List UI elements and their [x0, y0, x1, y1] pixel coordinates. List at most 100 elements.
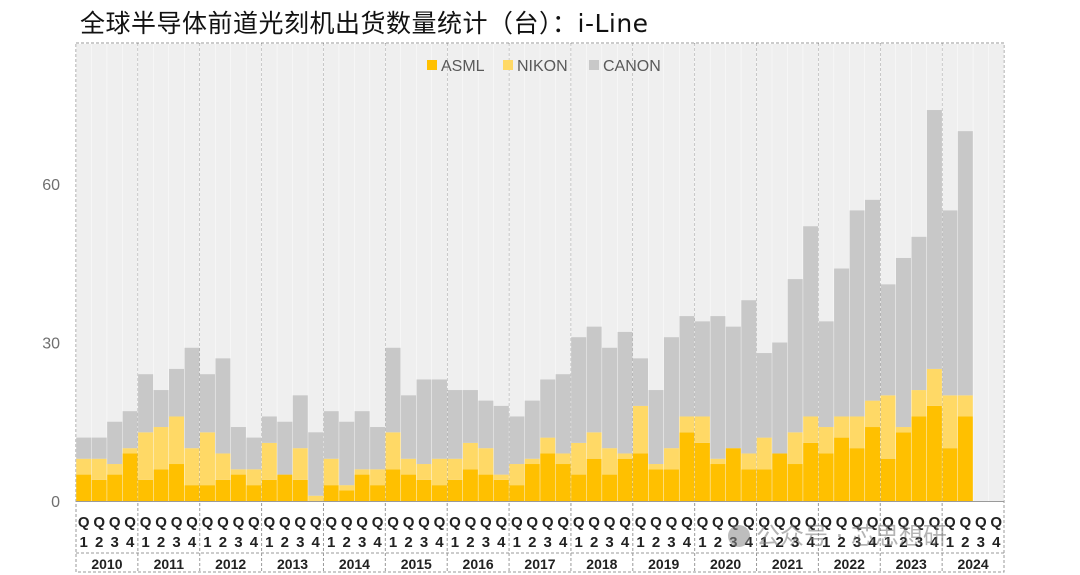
bar-nikon: [354, 469, 370, 475]
bar-asml: [215, 479, 231, 501]
bar-canon: [292, 395, 308, 449]
x-tick-label-num: 3: [853, 534, 861, 551]
bar-nikon: [957, 395, 973, 417]
bar-asml: [865, 427, 881, 501]
bar-canon: [555, 374, 571, 454]
x-tick-label-q: Q: [774, 514, 786, 531]
bar-asml: [339, 490, 355, 501]
bar-nikon: [555, 453, 571, 465]
bar-canon: [803, 226, 819, 417]
bar-nikon: [509, 464, 525, 486]
bar-canon: [199, 374, 215, 433]
wechat-icon: [728, 525, 750, 547]
bar-nikon: [710, 458, 726, 465]
bar-asml: [911, 416, 927, 501]
background-bar: [462, 44, 478, 501]
x-tick-label-num: 4: [621, 534, 630, 551]
bar-canon: [153, 390, 169, 428]
bar-nikon: [617, 453, 633, 459]
bar-canon: [478, 400, 494, 449]
bar-asml: [447, 479, 463, 501]
bar-asml: [493, 479, 509, 501]
x-tick-label-num: 1: [946, 534, 954, 551]
bar-nikon: [586, 432, 602, 459]
x-tick-label-num: 4: [126, 534, 135, 551]
x-tick-label-num: 2: [590, 534, 598, 551]
bar-asml: [478, 474, 494, 501]
x-tick-label-num: 4: [868, 534, 877, 551]
x-tick-label-q: Q: [805, 514, 817, 531]
bar-nikon: [339, 485, 355, 491]
bar-asml: [694, 442, 710, 501]
x-year-label: 2019: [648, 556, 679, 572]
bar-asml: [354, 474, 370, 501]
legend-label-canon: CANON: [603, 58, 661, 75]
bar-nikon: [91, 458, 107, 480]
x-year-label: 2021: [772, 556, 803, 572]
bar-canon: [865, 199, 881, 401]
bar-canon: [277, 421, 293, 475]
x-tick-label-num: 1: [822, 534, 830, 551]
bar-nikon: [849, 416, 865, 449]
x-tick-label-num: 2: [776, 534, 784, 551]
bar-canon: [586, 326, 602, 433]
bar-canon: [354, 411, 370, 470]
bar-nikon: [895, 427, 911, 433]
bar-nikon: [401, 458, 417, 475]
background-bar: [509, 44, 525, 501]
x-tick-label-q: Q: [449, 514, 461, 531]
background-bar: [292, 44, 308, 501]
x-tick-label-num: 2: [342, 534, 350, 551]
bar-asml: [895, 432, 911, 501]
bar-nikon: [648, 464, 664, 470]
bar-nikon: [834, 416, 850, 438]
x-tick-label-num: 1: [574, 534, 582, 551]
bar-asml: [323, 485, 339, 501]
bar-nikon: [122, 448, 138, 454]
background-bar: [308, 44, 324, 501]
x-tick-label-q: Q: [310, 514, 322, 531]
x-tick-label-q: Q: [325, 514, 337, 531]
bar-nikon: [184, 448, 200, 486]
x-tick-label-num: 3: [110, 534, 118, 551]
bar-asml: [957, 416, 973, 501]
bar-asml: [741, 469, 757, 501]
x-tick-label-num: 1: [698, 534, 706, 551]
bar-nikon: [926, 368, 942, 406]
x-tick-label-q: Q: [217, 514, 229, 531]
bar-canon: [602, 347, 618, 449]
x-tick-label-q: Q: [944, 514, 956, 531]
bar-asml: [385, 469, 401, 501]
x-tick-label-q: Q: [356, 514, 368, 531]
x-tick-label-q: Q: [495, 514, 507, 531]
background-bar: [91, 44, 107, 501]
x-tick-label-num: 2: [528, 534, 536, 551]
bar-asml: [169, 464, 185, 501]
x-tick-label-q: Q: [418, 514, 430, 531]
x-tick-label-q: Q: [387, 514, 399, 531]
bar-asml: [401, 474, 417, 501]
background-bar: [246, 44, 262, 501]
x-axis: Q1Q2Q3Q4Q1Q2Q3Q4Q1Q2Q3Q4Q1Q2Q3Q4Q1Q2Q3Q4…: [76, 514, 1004, 572]
x-tick-label-num: 4: [250, 534, 259, 551]
x-tick-label-num: 2: [899, 534, 907, 551]
bar-asml: [725, 448, 741, 501]
x-tick-label-num: 4: [930, 534, 939, 551]
bar-asml: [509, 485, 525, 501]
bar-nikon: [602, 448, 618, 475]
bar-canon: [524, 400, 540, 459]
x-year-label: 2012: [215, 556, 246, 572]
bar-asml: [261, 479, 277, 501]
x-tick-label-num: 4: [312, 534, 321, 551]
x-tick-label-num: 2: [404, 534, 412, 551]
x-tick-label-q: Q: [557, 514, 569, 531]
bar-asml: [199, 485, 215, 501]
bar-asml: [926, 405, 942, 501]
x-tick-label-q: Q: [465, 514, 477, 531]
x-tick-label-num: 1: [80, 534, 88, 551]
bar-nikon: [370, 469, 386, 486]
x-tick-label-num: 1: [513, 534, 521, 551]
bar-canon: [942, 210, 958, 396]
x-tick-label-num: 3: [420, 534, 428, 551]
